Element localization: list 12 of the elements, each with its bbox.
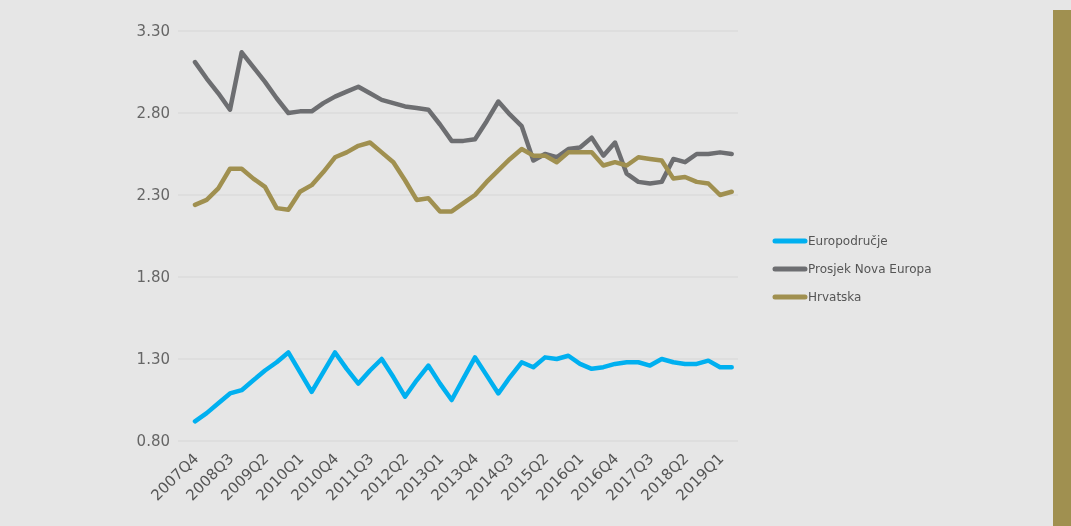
legend-label: Europodručje <box>808 234 888 249</box>
y-tick-label: 3.30 <box>136 22 170 41</box>
line-series <box>192 50 734 186</box>
line-series <box>192 350 734 424</box>
legend-label: Hrvatska <box>808 290 862 305</box>
line-series <box>192 140 734 214</box>
y-tick-label: 2.30 <box>136 186 170 205</box>
y-tick-label: 1.30 <box>136 350 170 369</box>
legend-label: Prosjek Nova Europa <box>808 262 932 277</box>
y-tick-label: 0.80 <box>136 432 170 451</box>
y-tick-label: 2.80 <box>136 104 170 123</box>
y-tick-label: 1.80 <box>136 268 170 287</box>
